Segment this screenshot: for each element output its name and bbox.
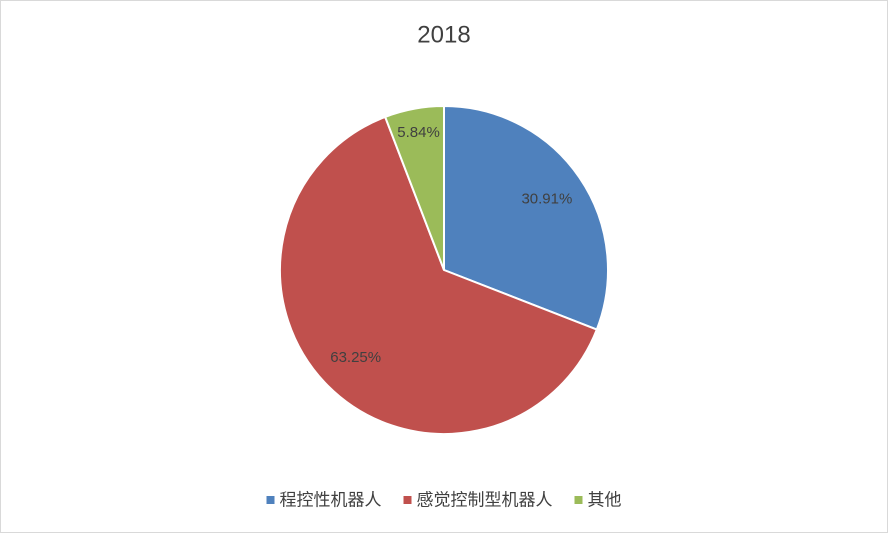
legend-marker xyxy=(403,496,412,504)
legend-marker xyxy=(266,496,275,504)
pie-slice xyxy=(443,104,609,331)
pie-slice xyxy=(279,115,599,435)
legend-marker xyxy=(574,496,583,504)
legend-label: 程控性机器人 xyxy=(280,490,382,509)
data-label: 63.25% xyxy=(330,349,381,366)
chart-title: 2018 xyxy=(417,21,470,48)
data-label: 30.91% xyxy=(521,191,572,208)
data-label: 5.84% xyxy=(397,124,440,141)
legend: 程控性机器人 感觉控制型机器人 其他 xyxy=(266,490,622,509)
legend-label: 感觉控制型机器人 xyxy=(417,490,553,509)
pie-slice xyxy=(383,104,445,271)
legend-label: 其他 xyxy=(588,490,622,509)
